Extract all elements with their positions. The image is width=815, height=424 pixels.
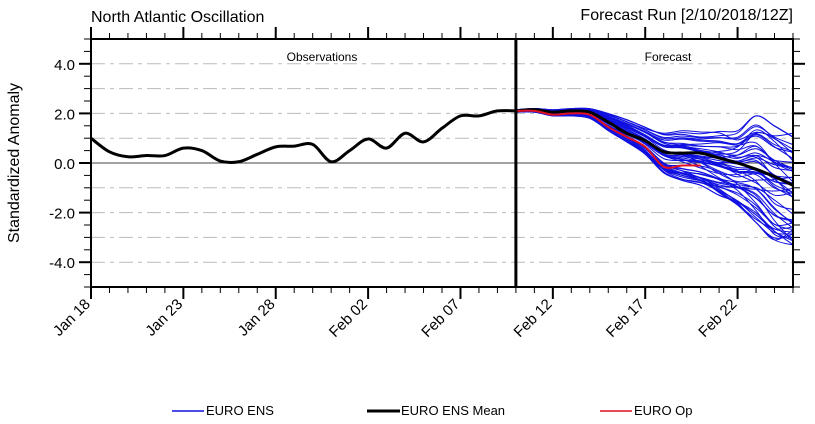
forecast-run-title: Forecast Run [2/10/2018/12Z] bbox=[580, 7, 793, 24]
region-label-forecast: Forecast bbox=[645, 50, 692, 64]
x-tick-label: Feb 22 bbox=[695, 296, 740, 341]
ensemble-member-line bbox=[515, 111, 794, 239]
legend-label-euro-ens-mean: EURO ENS Mean bbox=[401, 403, 505, 418]
x-tick-label: Feb 07 bbox=[418, 296, 463, 341]
y-axis-label: Standardized Anomaly bbox=[6, 83, 23, 243]
axis-labels: 4.0 2.0 0.0 -2.0 -4.0 Jan 18 Jan 23 Jan 28 Feb 0… bbox=[49, 57, 740, 341]
region-label-observations: Observations bbox=[287, 50, 358, 64]
x-tick-label: Jan 28 bbox=[235, 296, 279, 340]
chart-title: North Atlantic Oscillation bbox=[91, 9, 264, 26]
legend: EURO ENS EURO ENS Mean EURO Op bbox=[172, 403, 693, 418]
x-tick-label: Feb 12 bbox=[511, 296, 556, 341]
ensemble-member-line bbox=[515, 111, 794, 233]
y-tick-label: -2.0 bbox=[49, 206, 75, 223]
y-tick-label: 2.0 bbox=[54, 106, 75, 123]
ensemble-member-line bbox=[515, 110, 794, 221]
legend-label-euro-op: EURO Op bbox=[634, 403, 693, 418]
x-tick-label: Jan 23 bbox=[142, 296, 186, 340]
x-tick-label: Feb 02 bbox=[326, 296, 371, 341]
y-tick-label: -4.0 bbox=[49, 255, 75, 272]
ensemble-mean bbox=[515, 108, 794, 187]
ensemble-member-line bbox=[515, 107, 794, 141]
euro-op bbox=[515, 109, 701, 169]
y-tick-label: 4.0 bbox=[54, 57, 75, 74]
axis-ticks bbox=[79, 27, 805, 299]
x-tick-label: Feb 17 bbox=[603, 296, 648, 341]
y-tick-label: 0.0 bbox=[54, 156, 75, 173]
ensemble-member-line bbox=[515, 110, 794, 192]
ensemble-member-line bbox=[515, 111, 794, 239]
grid-lines bbox=[91, 63, 793, 263]
ensemble-mean-line bbox=[515, 108, 794, 187]
euro-op-line bbox=[515, 109, 701, 169]
observations bbox=[90, 109, 516, 165]
x-tick-label: Jan 18 bbox=[50, 296, 94, 340]
observation-line bbox=[90, 109, 516, 165]
ensemble-member-line bbox=[515, 109, 794, 197]
legend-label-euro-ens: EURO ENS bbox=[206, 403, 274, 418]
ensemble-members bbox=[515, 107, 794, 246]
ensemble-member-line bbox=[515, 109, 794, 193]
